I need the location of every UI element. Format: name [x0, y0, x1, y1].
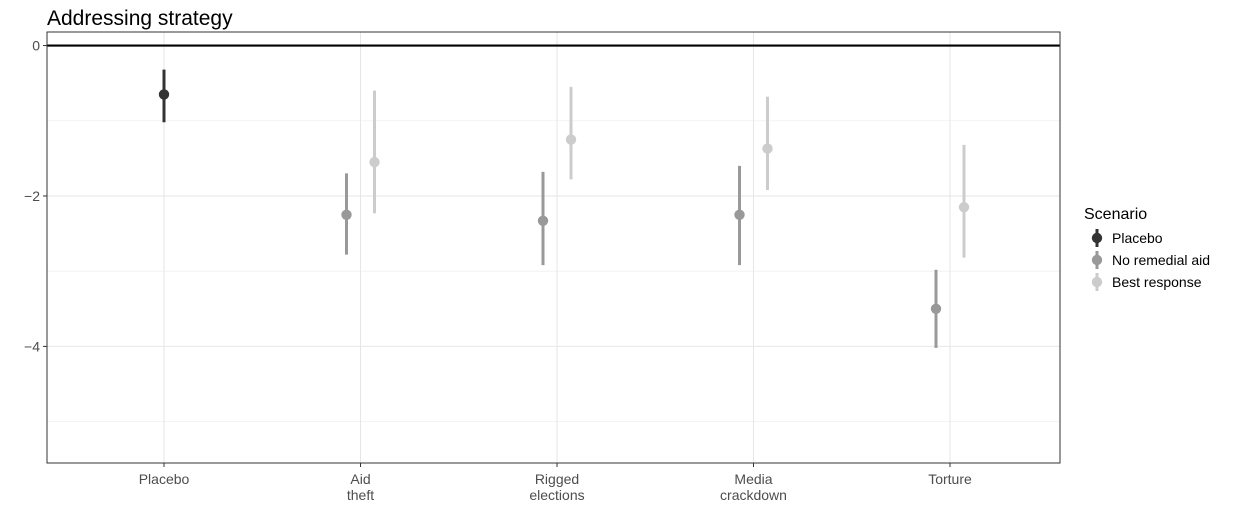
data-point-best-response [958, 202, 970, 213]
legend-title: Scenario [1084, 206, 1147, 223]
data-point-best-response [369, 156, 380, 168]
data-point-no-remedial-aid [734, 209, 745, 220]
legend-label-best-response: Best response [1112, 274, 1202, 290]
legend-key-point-placebo [1091, 232, 1103, 244]
panel-background [47, 32, 1060, 463]
y-tick-label: 0 [32, 38, 40, 54]
data-point-no-remedial-aid [930, 303, 942, 315]
x-tick-label: Aid [350, 471, 370, 487]
data-point-placebo [158, 89, 170, 100]
x-tick-label: Torture [928, 471, 972, 487]
panel-border [46, 31, 1061, 464]
legend: Scenario Placebo No remedial aid Best resp… [1084, 206, 1210, 291]
y-tick-label: −4 [24, 338, 40, 354]
x-tick-label: Media [734, 471, 772, 487]
legend-key-point-no-remedial-aid [1091, 254, 1103, 266]
y-tick-label: −2 [24, 188, 40, 204]
x-tick-label: crackdown [720, 487, 787, 503]
data-point-no-remedial-aid [537, 215, 549, 226]
x-tick-label: theft [347, 487, 374, 503]
x-tick-label: Rigged [535, 471, 579, 487]
legend-label-placebo: Placebo [1112, 230, 1163, 246]
data-point-best-response [565, 134, 577, 145]
x-tick-label: elections [529, 487, 584, 503]
x-tick-label: Placebo [139, 471, 190, 487]
data-point-best-response [762, 143, 773, 154]
data-point-no-remedial-aid [341, 209, 352, 220]
legend-key-point-best-response [1091, 276, 1103, 288]
chart-title: Addressing strategy [47, 7, 233, 30]
legend-label-no-remedial-aid: No remedial aid [1112, 252, 1210, 268]
